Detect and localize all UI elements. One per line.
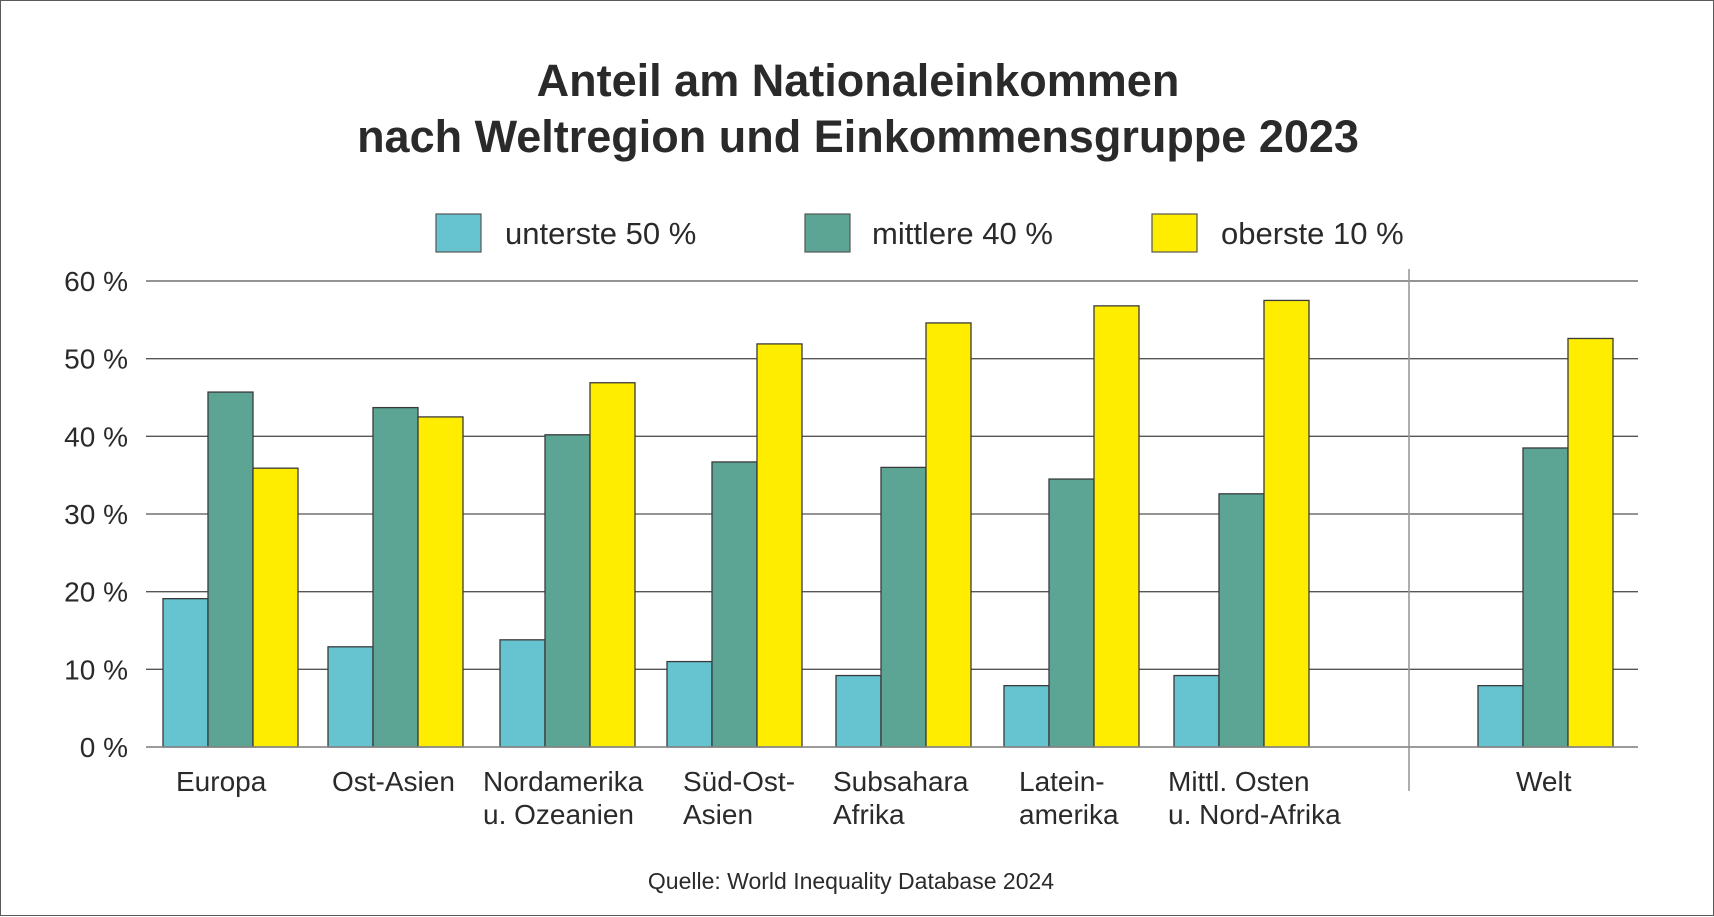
bar-oberste-10 [252, 467, 299, 748]
bar-group [1003, 305, 1140, 748]
bar-mittlere-40 [207, 391, 254, 748]
category-label: Asien [683, 799, 753, 830]
chart-title-line-2: nach Weltregion und Einkommensgruppe 202… [357, 111, 1359, 162]
bar-mittlere-40 [1218, 493, 1265, 748]
legend: unterste 50 % mittlere 40 % oberste 10 % [435, 213, 1404, 253]
category-label: u. Nord-Afrika [1168, 799, 1341, 830]
bar-group [835, 322, 972, 748]
bar-group [1173, 299, 1310, 748]
y-tick-label: 40 % [64, 421, 128, 452]
bar-group [499, 382, 636, 748]
bar-oberste-10 [1093, 305, 1140, 748]
category-label: Ost-Asien [332, 766, 455, 797]
source-note: Quelle: World Inequality Database 2024 [648, 868, 1054, 894]
category-label: Nordamerika [483, 766, 644, 797]
bar-unterste-50 [499, 639, 546, 748]
category-label: u. Ozeanien [483, 799, 634, 830]
bar-unterste-50 [666, 660, 713, 748]
bar-oberste-10 [756, 343, 803, 748]
y-tick-label: 50 % [64, 344, 128, 375]
bar-oberste-10 [1567, 337, 1614, 748]
bar-oberste-10 [417, 416, 464, 748]
category-label: Subsahara [833, 766, 969, 797]
legend-label: unterste 50 % [505, 216, 696, 251]
bar-group [666, 343, 803, 748]
bar-unterste-50 [327, 646, 374, 748]
bar-mittlere-40 [711, 461, 758, 748]
chart-title-line-1: Anteil am Nationaleinkommen [537, 55, 1180, 106]
legend-item: unterste 50 % [435, 213, 696, 253]
bar-unterste-50 [162, 598, 209, 748]
chart-title: Anteil am Nationaleinkommen nach Weltreg… [357, 55, 1359, 162]
bar-unterste-50 [1003, 684, 1050, 748]
legend-swatch [435, 213, 482, 253]
legend-label: oberste 10 % [1221, 216, 1404, 251]
bar-group [327, 406, 464, 748]
bar-unterste-50 [1477, 684, 1524, 748]
category-label: Europa [176, 766, 267, 797]
bar-unterste-50 [835, 674, 882, 748]
legend-item: mittlere 40 % [804, 213, 1053, 253]
bars [146, 299, 1638, 748]
bar-mittlere-40 [544, 434, 591, 748]
y-tick-label: 60 % [64, 266, 128, 297]
y-tick-label: 0 % [80, 732, 128, 763]
legend-item: oberste 10 % [1151, 213, 1404, 253]
y-tick-label: 30 % [64, 499, 128, 530]
category-label: amerika [1019, 799, 1119, 830]
bar-unterste-50 [1173, 674, 1220, 748]
legend-swatch [804, 213, 851, 253]
category-label: Süd-Ost- [683, 766, 795, 797]
category-label: Mittl. Osten [1168, 766, 1310, 797]
category-label: Afrika [833, 799, 905, 830]
category-label: Latein- [1019, 766, 1105, 797]
bar-group [162, 391, 299, 748]
y-tick-label: 10 % [64, 654, 128, 685]
y-axis-tick-labels: 0 % 10 % 20 % 30 % 40 % 50 % 60 % [64, 266, 128, 763]
legend-swatch [1151, 213, 1198, 253]
bar-oberste-10 [925, 322, 972, 748]
bar-mittlere-40 [1522, 447, 1569, 748]
bar-mittlere-40 [880, 466, 927, 748]
legend-label: mittlere 40 % [872, 216, 1053, 251]
bar-oberste-10 [1263, 299, 1310, 748]
bar-mittlere-40 [1048, 478, 1095, 748]
bar-mittlere-40 [372, 406, 419, 748]
bar-oberste-10 [589, 382, 636, 748]
category-label: Welt [1516, 766, 1572, 797]
y-tick-label: 20 % [64, 577, 128, 608]
bar-group [1477, 337, 1614, 748]
